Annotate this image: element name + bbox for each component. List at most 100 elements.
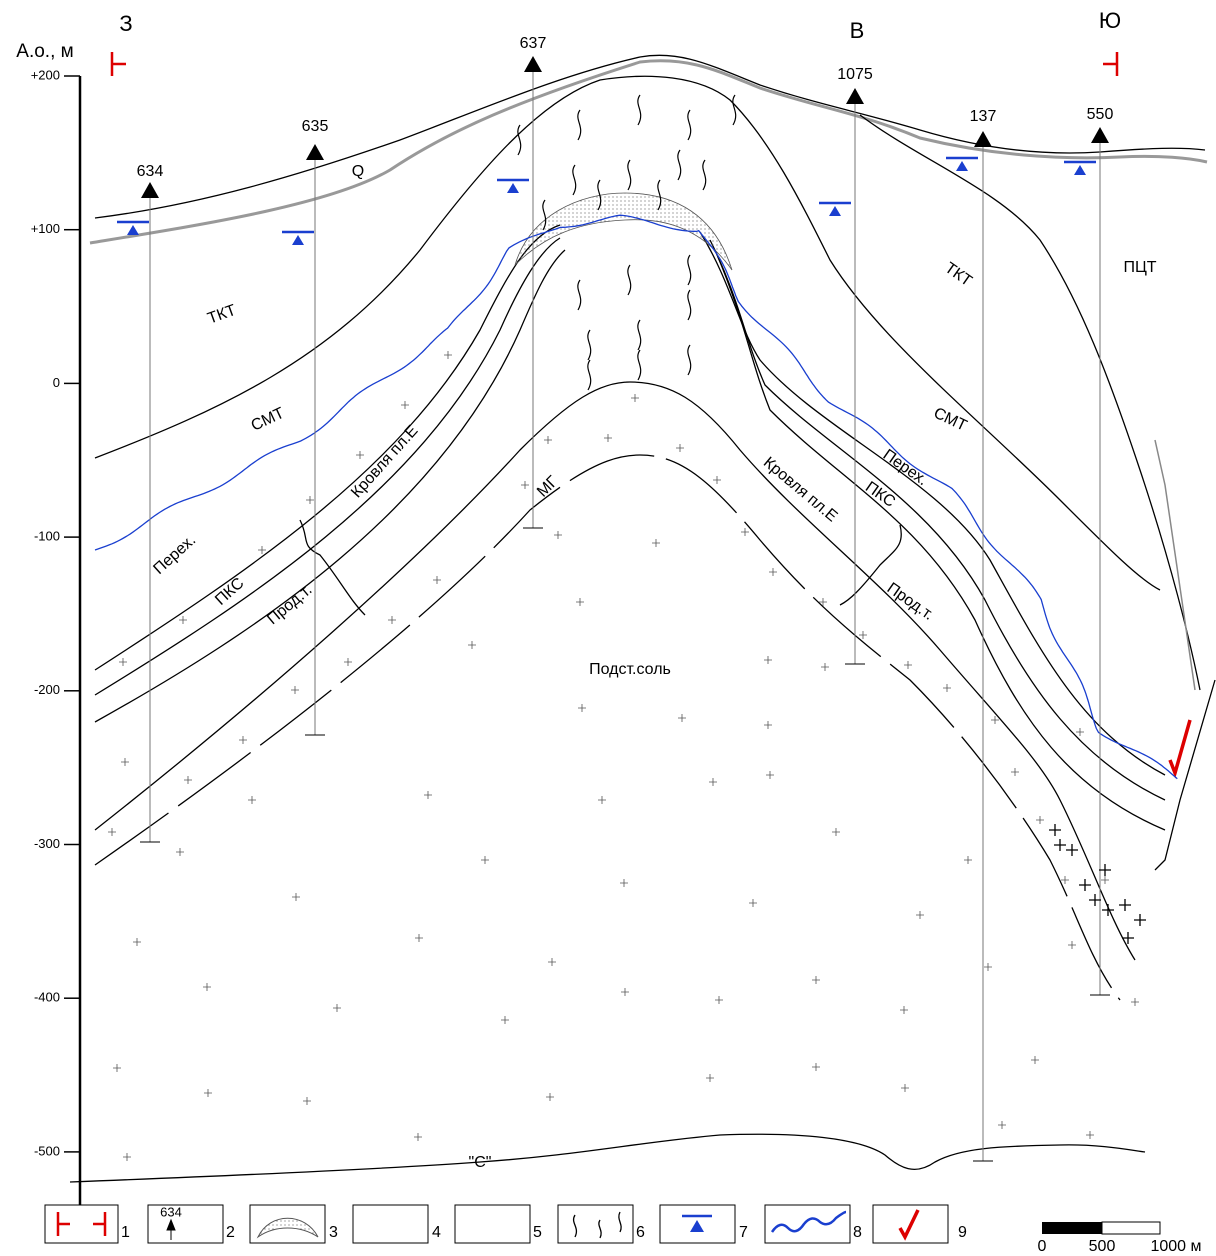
salt-cross [576,598,584,606]
unit-label: Перех. [150,532,199,578]
salt-cross [203,983,211,991]
salt-cross [812,976,820,984]
salt-cross [501,1016,509,1024]
water-level-mark [507,183,519,193]
salt-cross [433,576,441,584]
fracture [733,95,736,125]
direction: В [850,18,865,43]
legend-cap [258,1218,318,1237]
fracture [688,345,691,375]
salt-cross [133,938,141,946]
water-contact [95,215,1177,779]
unit-label: Кровля пл.Е [348,422,421,501]
well-label: 137 [970,108,997,125]
salt-cross [521,481,529,489]
salt-cross [481,856,489,864]
scale-white [1102,1222,1160,1234]
tick-label: -500 [34,1143,60,1158]
legend-well [167,1220,175,1240]
well-head [846,88,864,104]
well-head [141,182,159,198]
fracture [578,280,581,310]
tick-label: -300 [34,836,60,851]
well-label: 635 [302,118,329,135]
legend-number: 3 [329,1224,338,1241]
salt-cross [548,958,556,966]
salt-cross-bold [1049,824,1061,836]
direction: Ю [1099,8,1121,33]
legend-number: 9 [958,1224,967,1241]
salt-cross [204,1089,212,1097]
fracture [638,320,641,350]
mg-line [95,455,1120,1000]
salt-cross [306,496,314,504]
well-head [974,131,992,147]
fracture [518,125,521,155]
salt-cross [620,879,628,887]
layer [700,232,1165,775]
salt-cross [239,736,247,744]
fracture [688,290,691,320]
c-horizon [70,1134,1145,1182]
salt-cross [998,1121,1006,1129]
layer [710,240,1165,800]
salt-cross [179,616,187,624]
legend-number: 4 [432,1224,441,1241]
salt-cross [709,778,717,786]
salt-cross [468,641,476,649]
salt-cross [184,776,192,784]
salt-cross [546,1093,554,1101]
well-head [1091,127,1109,143]
fracture [678,150,681,180]
salt-cross [859,631,867,639]
salt-cross-bold [1099,864,1111,876]
salt-cross [578,704,586,712]
salt-cross [1131,998,1139,1006]
salt-cross [292,893,300,901]
legend-number: 7 [739,1224,748,1241]
tick-label: -400 [34,990,60,1005]
salt-cross [1031,1056,1039,1064]
unit-label: Перех. [880,446,931,489]
legend-sample-well: 634 [160,1204,182,1219]
unit-label: Кровля пл.Е [760,454,841,525]
salt-cross [678,714,686,722]
tick-label: +200 [31,67,60,82]
fracture [688,255,691,285]
ground-surface [95,55,1205,218]
salt-cross [1086,1131,1094,1139]
legend-marker [58,1212,105,1236]
salt-cross [414,1133,422,1141]
salt-cross [706,1074,714,1082]
unit-label: ТКТ [941,260,975,291]
salt-cross [248,796,256,804]
scale-black [1042,1222,1102,1234]
salt-cross [598,796,606,804]
unit-label: Прод.т. [264,581,315,628]
cross-section: А.о., м ЗВЮ+200+1000-100-200-300-400-500… [0,0,1216,1256]
scale-label: 1000 м [1150,1238,1201,1255]
unit-label: ТКТ [205,302,238,328]
salt-cross [715,996,723,1004]
salt-cross-bold [1066,844,1078,856]
legend-number: 6 [636,1224,645,1241]
water-level-mark [292,235,304,245]
salt-cross [652,539,660,547]
salt-cross [554,531,562,539]
unit-label: Подст.соль [589,661,671,678]
legend-fractures [574,1212,622,1238]
salt-cross [631,394,639,402]
fracture [703,160,706,190]
fracture [628,265,631,295]
legend-wavy [772,1212,846,1232]
unit-label: МГ [534,473,562,501]
legend-water-mark [690,1220,704,1232]
salt-cross-bold [1122,932,1134,944]
salt-cross [741,528,749,536]
unit-label: ПКС [212,575,247,609]
salt-cross [812,1063,820,1071]
fracture [573,165,576,195]
water-level-mark [127,225,139,235]
salt-cross [943,684,951,692]
section-start [112,52,126,76]
